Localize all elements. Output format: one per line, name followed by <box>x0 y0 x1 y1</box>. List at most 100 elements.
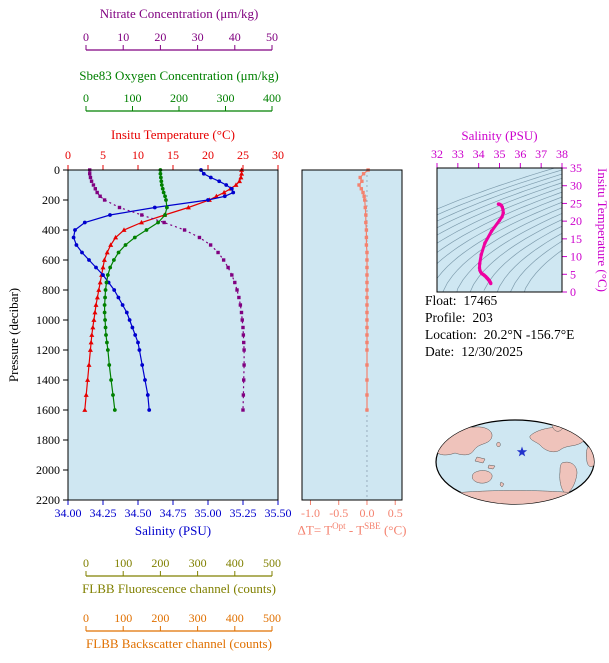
date-value: 12/30/2025 <box>461 344 523 359</box>
marker-circle <box>108 213 112 217</box>
island-new-guinea <box>487 464 496 470</box>
axis-tick-label: 400 <box>42 223 60 237</box>
axis-tick-label: 30 <box>272 148 284 162</box>
axis-tick-label: 5 <box>100 148 106 162</box>
marker-square <box>197 235 202 240</box>
marker-triangle <box>101 257 107 262</box>
marker-square <box>140 213 144 217</box>
marker-circle <box>74 243 79 247</box>
contour-line <box>437 191 562 253</box>
contour-line <box>442 207 562 292</box>
marker-square <box>241 393 246 397</box>
marker-circle <box>123 243 128 247</box>
main-plot-frame <box>67 169 279 501</box>
location-label: Location: <box>425 327 477 342</box>
marker-triangle <box>113 234 119 240</box>
series-temperature <box>82 167 245 412</box>
marker-triangle <box>233 182 239 187</box>
marker-square <box>363 198 367 202</box>
ts-plot-background <box>437 168 562 292</box>
axis-tick-label: -1.0 <box>301 506 320 520</box>
marker-circle <box>140 363 145 367</box>
marker-square <box>230 273 234 277</box>
axis-tick-label: 300 <box>189 556 207 570</box>
marker-circle <box>112 408 117 412</box>
axis-tick-label: 33 <box>452 147 464 161</box>
profile-value: 203 <box>472 310 493 325</box>
marker-square <box>233 280 237 285</box>
marker-circle <box>132 235 137 240</box>
axis-tick-label: 34.75 <box>160 506 187 520</box>
marker-circle <box>497 218 502 223</box>
delta-t-label-sup-opt: Opt <box>332 521 346 531</box>
marker-square <box>365 393 369 397</box>
axis-tick-label: 1000 <box>36 313 60 327</box>
marker-circle <box>101 273 105 277</box>
axis-tick-label: 500 <box>263 611 281 625</box>
marker-circle <box>147 408 152 412</box>
marker-circle <box>127 318 132 322</box>
axis-tick-label: 0 <box>83 556 89 570</box>
axis-tick-label: 100 <box>114 556 132 570</box>
marker-circle <box>164 198 168 202</box>
axis-tick-label: 500 <box>263 556 281 570</box>
marker-triangle <box>185 204 191 210</box>
marker-square <box>365 348 369 352</box>
marker-triangle <box>121 227 127 232</box>
marker-square <box>208 243 213 247</box>
marker-square <box>242 340 246 345</box>
delta-t-label-sup-sbe: SBE <box>364 521 381 531</box>
marker-circle <box>105 273 110 277</box>
marker-triangle <box>237 178 242 184</box>
marker-triangle <box>85 377 91 382</box>
axis-tick-label: 15 <box>167 148 179 162</box>
marker-circle <box>116 250 121 255</box>
contour-line <box>437 201 562 279</box>
axis-tick-label: -0.5 <box>329 506 348 520</box>
marker-square <box>365 250 369 255</box>
marker-circle <box>104 280 109 285</box>
marker-square <box>364 235 369 240</box>
marker-circle <box>489 229 494 233</box>
axis-title: Salinity (PSU) <box>135 523 211 538</box>
axis-tick-label: 35.25 <box>230 506 257 520</box>
marker-square <box>365 408 369 412</box>
marker-square <box>365 295 369 300</box>
axis-tick-label: 20 <box>154 30 166 44</box>
date-label: Date: <box>425 344 455 359</box>
axis-tick-label: 300 <box>217 91 235 105</box>
float-id-line: Float: 17465 <box>425 292 574 309</box>
marker-circle <box>80 250 84 255</box>
axis-tick-label: 0.0 <box>359 506 374 520</box>
marker-circle <box>130 325 135 330</box>
contour-line <box>524 249 562 292</box>
marker-square <box>363 205 367 210</box>
marker-square <box>365 280 369 285</box>
island-new-zealand <box>499 481 505 488</box>
delta-plot-background <box>302 170 402 500</box>
marker-circle <box>483 241 487 245</box>
axis-tick-label: 34.50 <box>125 506 152 520</box>
contour-line <box>437 169 562 216</box>
marker-square <box>364 220 368 225</box>
contour-line <box>496 232 562 292</box>
axis-tick-label: 100 <box>124 91 142 105</box>
marker-circle <box>103 318 107 322</box>
marker-square <box>364 243 369 247</box>
axis-title: Pressure (decibar) <box>6 288 21 382</box>
float-value: 17465 <box>463 293 498 308</box>
axis-tick-label: 200 <box>151 611 169 625</box>
marker-circle <box>165 205 169 210</box>
delta-plot-frame <box>301 169 403 501</box>
marker-square <box>98 194 102 198</box>
axis-tick-label: 30 <box>570 179 582 193</box>
axis-tick-label: 50 <box>266 30 278 44</box>
marker-square <box>88 175 93 180</box>
marker-triangle <box>239 171 245 176</box>
axis-fluorescence: 0 100 200 300 400 500 FLBB Fluorescence channe… <box>82 556 281 596</box>
marker-square <box>365 325 369 330</box>
marker-circle <box>158 171 163 176</box>
marker-circle <box>137 348 142 352</box>
